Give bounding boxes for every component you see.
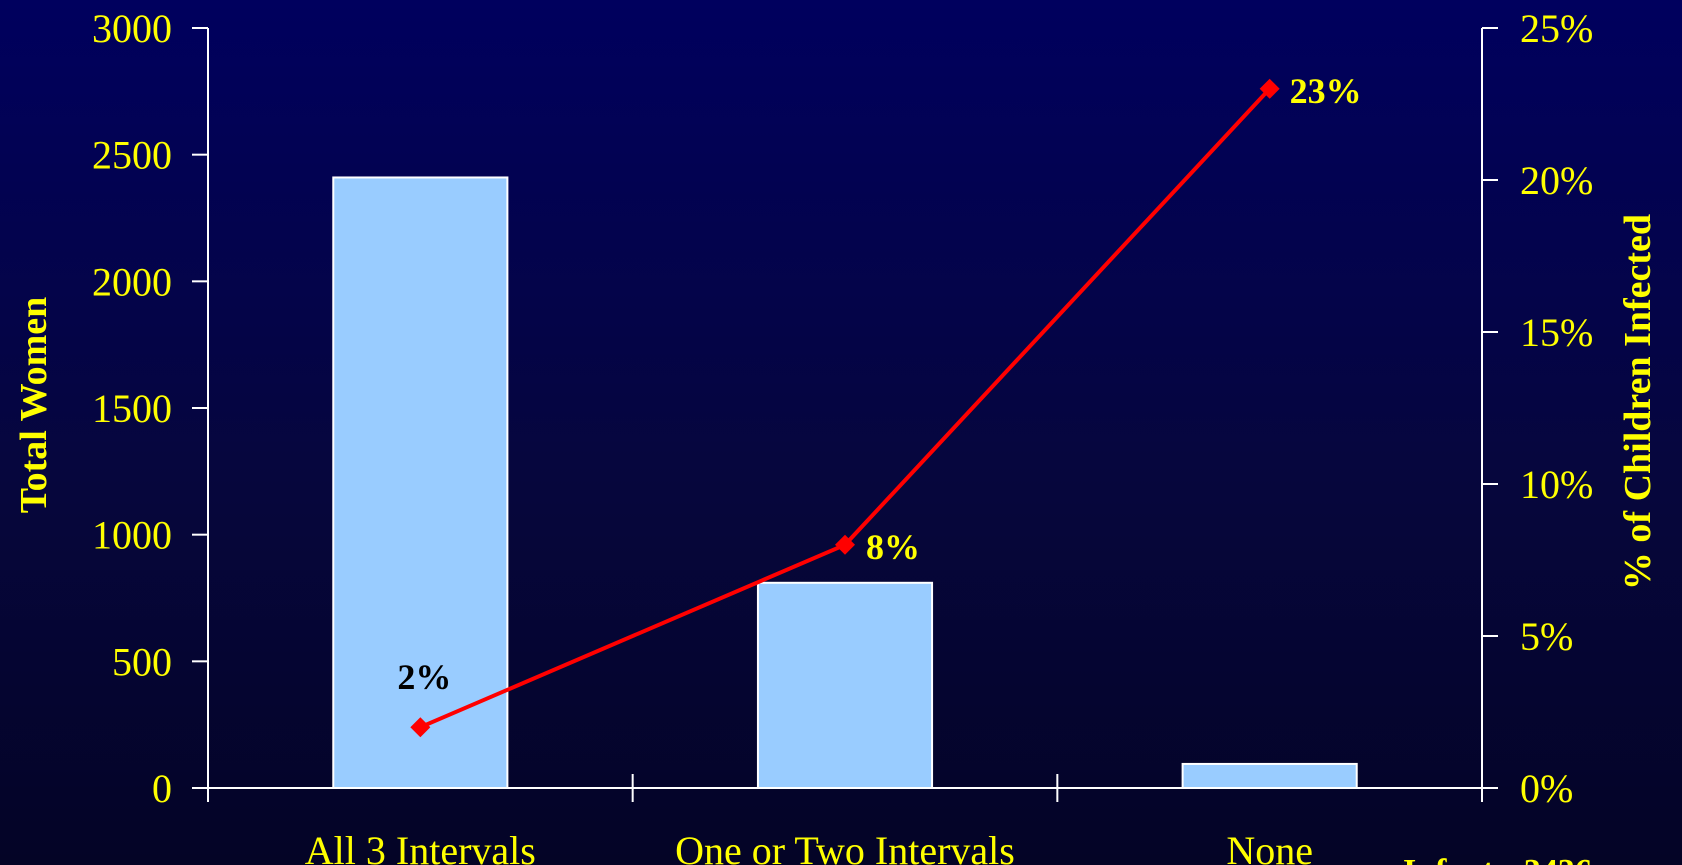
data-label: 8% (866, 527, 920, 567)
x-tick-label: All 3 Intervals (305, 828, 536, 865)
x-tick-label: One or Two Intervals (675, 828, 1015, 865)
infection-rate-series (410, 78, 1280, 738)
y-tick-label: 3000 (92, 6, 172, 51)
y2-tick-label: 0% (1520, 766, 1573, 811)
bar (332, 176, 509, 789)
data-label: 23% (1290, 71, 1362, 111)
y-tick-label: 1500 (92, 386, 172, 431)
y2-tick-label: 20% (1520, 158, 1593, 203)
bar (756, 581, 934, 789)
y-tick-label: 500 (112, 639, 172, 684)
y2-tick-label: 10% (1520, 462, 1593, 507)
data-label: 2% (397, 657, 451, 697)
bar (1181, 762, 1358, 790)
axes: 0 500 1000 1500 2000 2500 3000 0% 5% 10% 15% 20% 25%… (92, 6, 1593, 865)
line-point (835, 534, 855, 555)
x-tick-label: None (1226, 828, 1313, 865)
y-tick-label: 2500 (92, 133, 172, 178)
infants-count-annotation: Infants, 3436 (1403, 853, 1592, 865)
y-tick-label: 2000 (92, 259, 172, 304)
y2-tick-label: 5% (1520, 614, 1573, 659)
labels: 2% 8% 23% (397, 71, 1361, 697)
y-tick-label: 0 (152, 766, 172, 811)
line-point (1259, 78, 1280, 99)
line-point (410, 717, 431, 738)
bar-series (332, 176, 1358, 790)
y-tick-label: 1000 (92, 513, 172, 558)
y-axis-label: Total Women (13, 297, 55, 513)
y2-tick-label: 25% (1520, 6, 1593, 51)
y2-tick-label: 15% (1520, 310, 1593, 355)
y2-axis-label: % of Children Infected (1617, 214, 1659, 590)
